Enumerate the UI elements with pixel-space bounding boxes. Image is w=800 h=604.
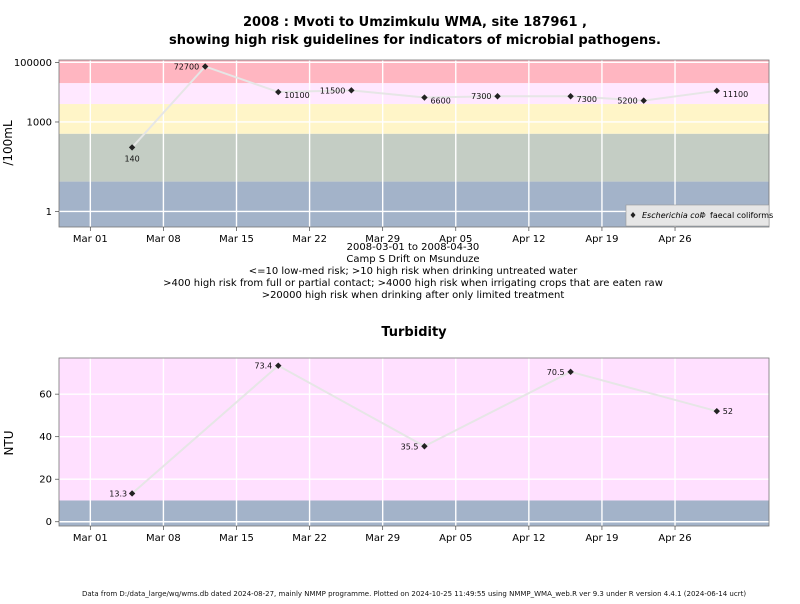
plot-border [58,357,770,527]
y-tick-label: 60 [39,390,52,401]
legend-faecal-label: faecal coliforms [710,211,773,220]
data-point [128,490,136,497]
site-name-text: Camp S Drift on Msunduze [346,254,479,265]
y-tick-label: 100000 [14,58,52,69]
x-tick-label: Mar 08 [146,533,181,544]
risk-band [59,104,769,134]
guideline-text-1: <=10 low-med risk; >10 high risk when dr… [249,266,578,277]
guideline-text-3: >20000 high risk when drinking after onl… [262,290,565,301]
data-point [567,368,574,376]
y-axis-label: /100mL [1,120,15,166]
y-tick-label: 1 [46,207,52,218]
x-tick-label: Mar 29 [365,533,400,544]
x-tick-label: Mar 01 [73,234,108,245]
x-tick-label: Apr 05 [439,533,472,544]
data-label: 11100 [723,90,748,99]
data-label: 7300 [471,92,491,101]
data-point [275,362,282,369]
x-tick-label: Mar 01 [73,533,108,544]
plot-border [58,59,770,228]
chart-title-line-1: 2008 : Mvoti to Umzimkulu WMA, site 1879… [243,15,587,30]
risk-band [59,60,769,84]
turbidity-series: 13.3 73.4 35.5 70.5 52 [109,362,733,499]
legend: Escherichia coli faecal coliforms [625,204,773,227]
data-point [494,93,501,100]
data-label: 72700 [174,62,199,71]
x-tick-label: Apr 26 [658,533,691,544]
y-tick-label: 20 [39,475,52,486]
x-tick-label: Mar 08 [146,234,181,245]
risk-band [59,83,769,105]
x-tick-label: Apr 26 [658,234,691,245]
ecoli-series: 140 72700 10100 11500 6600 7300 7300 5200 11100 [124,62,748,163]
x-tick-label: Apr 05 [439,234,472,245]
x-tick-label: Mar 29 [365,234,400,245]
y-axis-ticks: 0 20 40 60 [39,390,59,528]
date-range-text: 2008-03-01 to 2008-04-30 [347,242,480,253]
turbidity-title: Turbidity [381,325,447,340]
data-point [275,88,282,96]
data-label: 52 [723,407,733,416]
data-label: 35.5 [401,442,419,451]
data-point [640,97,647,104]
data-label: 5200 [617,97,637,106]
x-tick-label: Apr 19 [585,234,618,245]
x-tick-label: Apr 19 [585,533,618,544]
x-axis-ticks: Mar 01 Mar 08 Mar 15 Mar 22 Mar 29 Apr 05 Apr … [73,526,692,544]
data-point [348,87,355,94]
data-label: 73.4 [254,362,272,371]
data-point [201,63,209,70]
y-axis-label: NTU [2,430,16,455]
guideline-text-2: >400 high risk from full or partial cont… [163,278,663,289]
chart-title-line-2: showing high risk guidelines for indicat… [169,33,661,48]
x-tick-label: Apr 12 [512,234,545,245]
y-tick-label: 40 [39,432,52,443]
y-axis-ticks: 1 1000 100000 [14,58,59,218]
risk-bands [59,60,769,227]
data-point [713,407,720,415]
x-tick-label: Mar 22 [292,234,327,245]
risk-band [59,358,769,501]
legend-faecal-marker [700,212,706,218]
x-axis-ticks: Mar 01 Mar 08 Mar 15 Mar 22 Mar 29 Apr 05 Apr … [73,227,692,245]
data-point [713,87,720,95]
data-point [128,144,136,151]
legend-ecoli-label: Escherichia coli [642,211,705,220]
legend-ecoli-marker [630,212,636,218]
footer-note: Data from D:/data_large/wq/wms.db dated … [82,590,746,598]
x-tick-label: Mar 15 [219,234,254,245]
data-label: 140 [124,154,139,163]
data-label: 6600 [430,97,450,106]
x-tick-label: Apr 12 [512,533,545,544]
data-point [421,443,428,450]
data-label: 10100 [284,91,309,100]
y-tick-label: 0 [46,517,52,528]
data-point [421,94,428,101]
data-label: 70.5 [547,368,565,377]
x-tick-label: Mar 15 [219,533,254,544]
data-label: 11500 [320,86,345,95]
legend-box [625,204,770,227]
data-point [567,93,574,100]
risk-band [59,133,769,182]
data-label: 13.3 [109,489,127,498]
x-tick-label: Mar 22 [292,533,327,544]
y-tick-label: 1000 [27,117,52,128]
data-label: 7300 [577,95,597,104]
